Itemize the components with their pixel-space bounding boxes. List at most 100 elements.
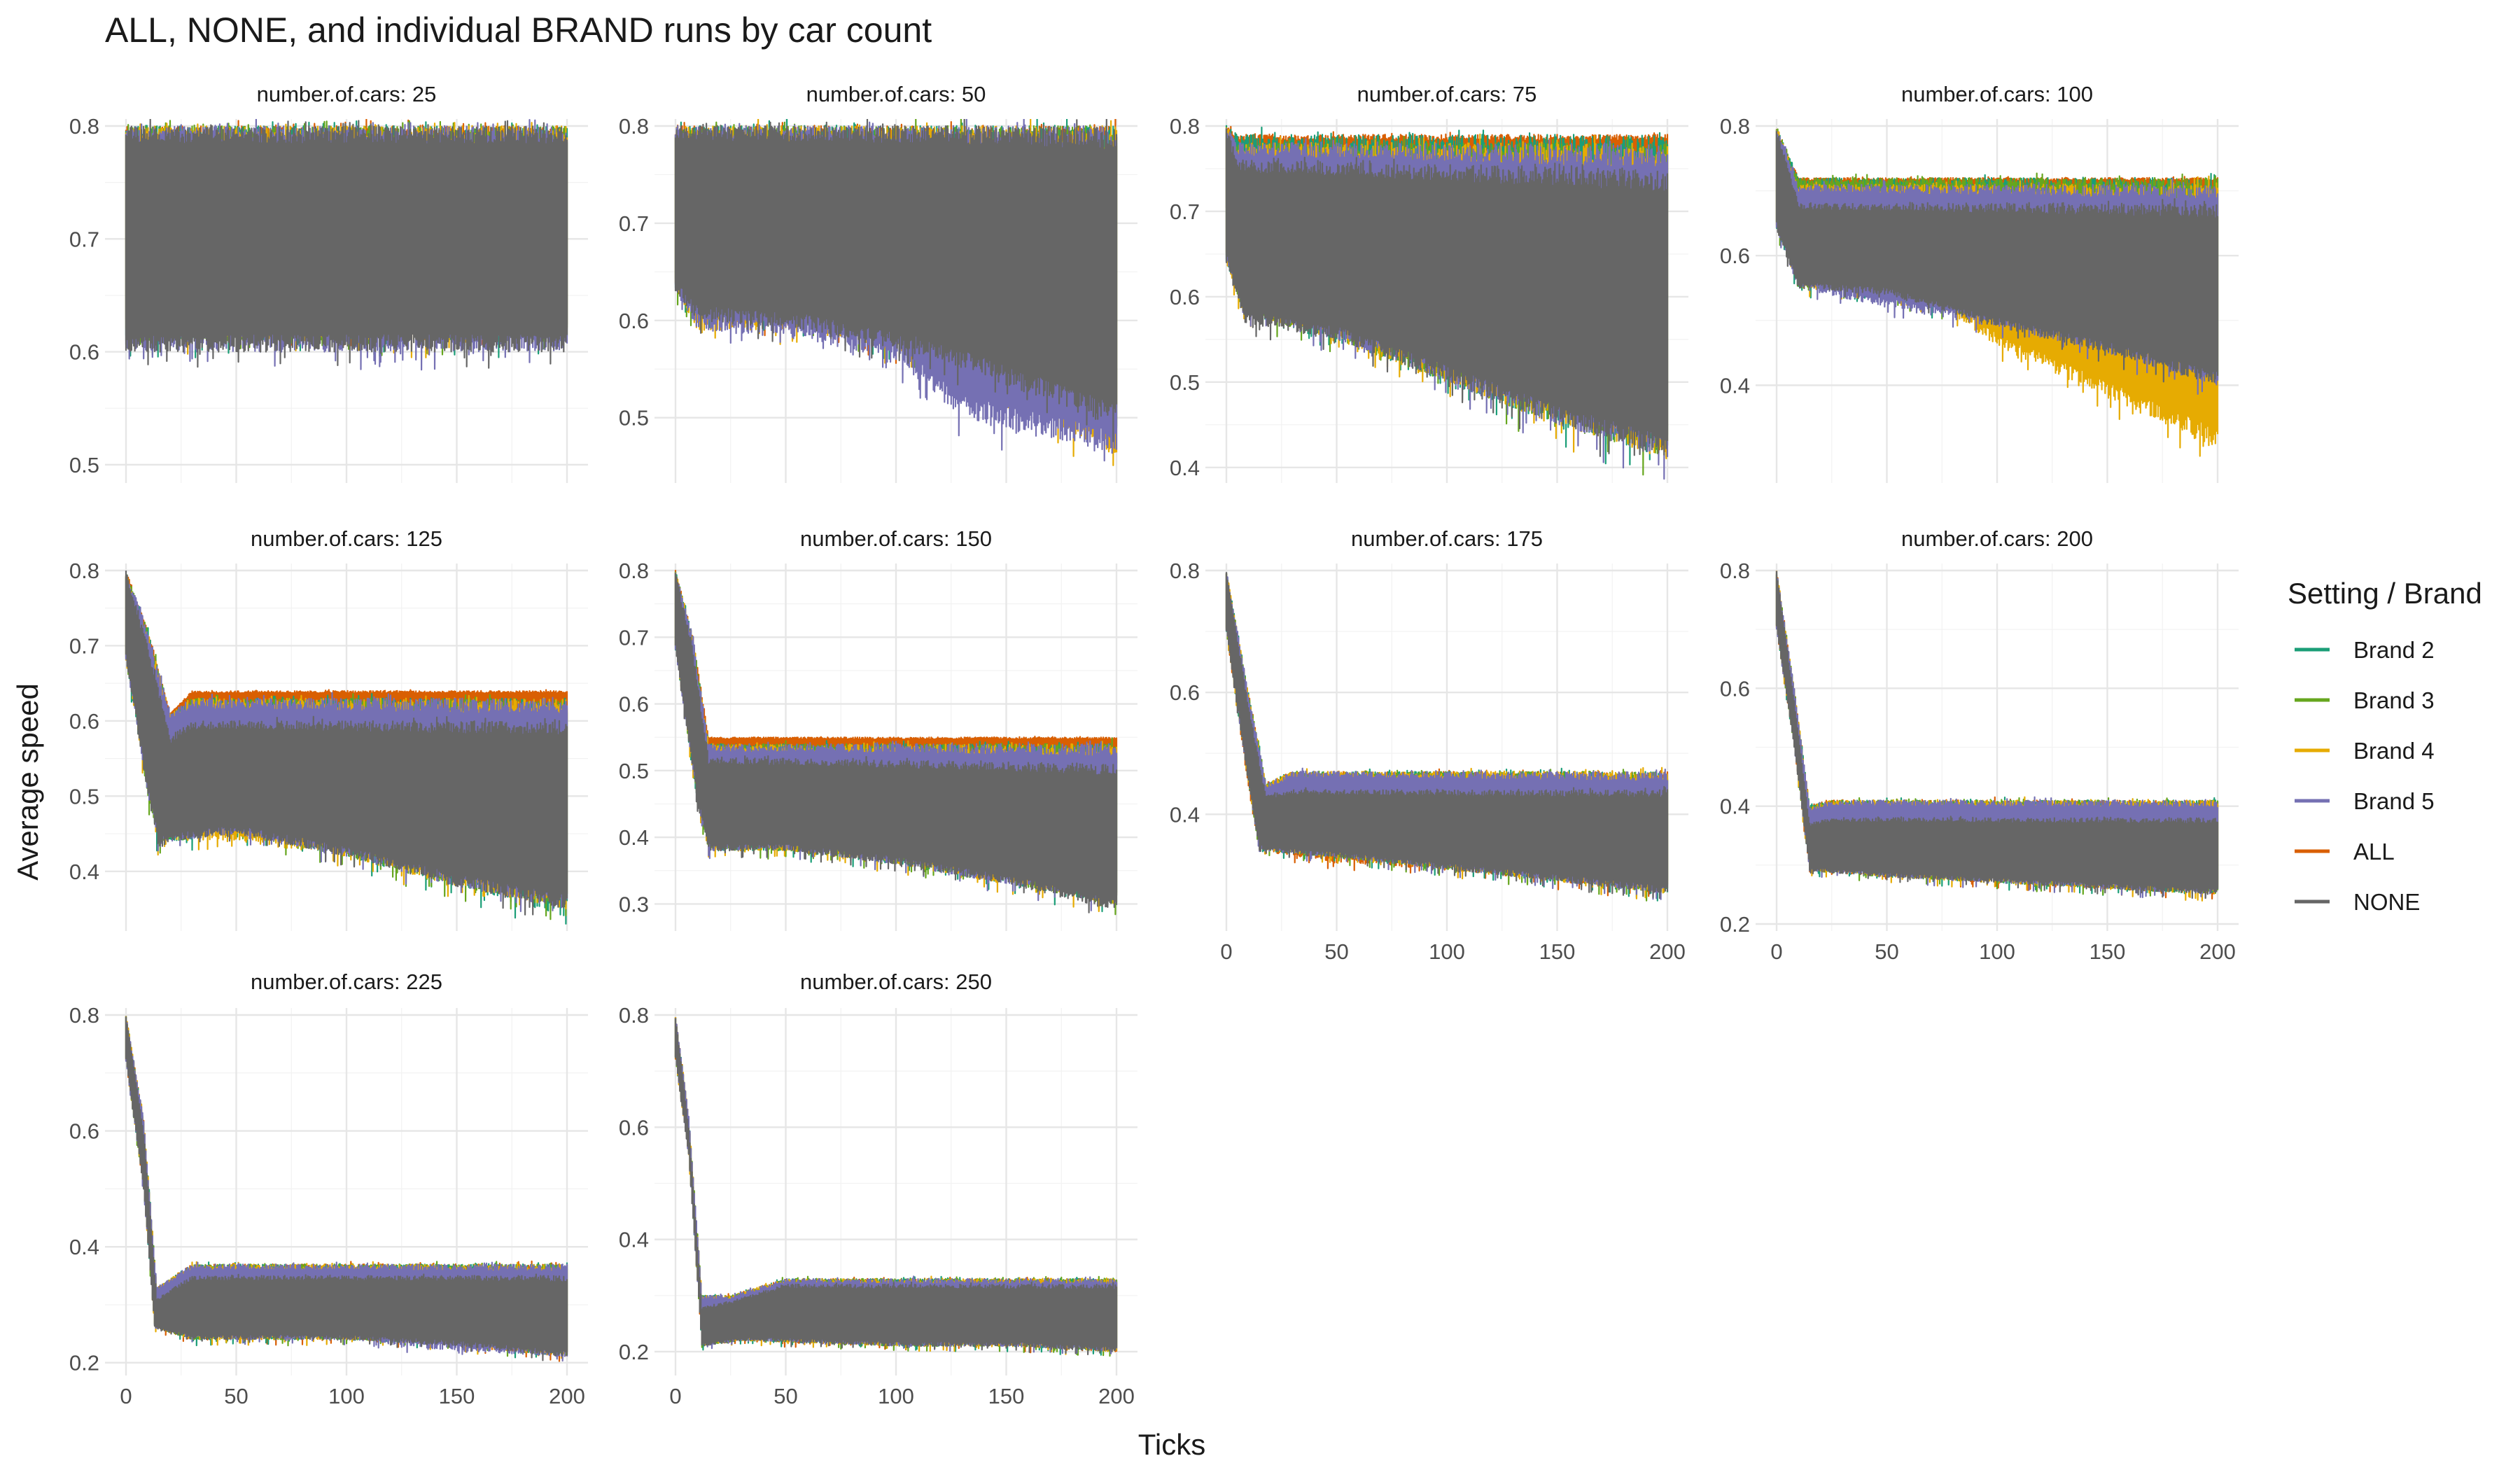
y-tick-label: 0.4 (69, 1235, 99, 1259)
facet-label: number.of.cars: 200 (1901, 526, 2093, 551)
legend-label: NONE (2353, 889, 2420, 915)
y-tick-label: 0.8 (69, 114, 99, 139)
series-line (674, 119, 1118, 442)
x-tick-label: 150 (1539, 939, 1576, 964)
y-axis-title: Average speed (11, 683, 44, 881)
x-tick-label: 0 (1220, 939, 1232, 964)
series-line (674, 573, 1118, 913)
x-tick-label: 0 (120, 1384, 132, 1408)
x-tick-label: 50 (1324, 939, 1348, 964)
legend-item: NONE (2295, 889, 2420, 915)
y-tick-label: 0.7 (69, 634, 99, 658)
y-tick-label: 0.8 (1720, 559, 1750, 583)
y-tick-label: 0.4 (69, 860, 99, 884)
series-group (674, 119, 1118, 466)
legend-label: ALL (2353, 839, 2395, 864)
legend-item: ALL (2295, 839, 2395, 864)
y-tick-label: 0.4 (1170, 802, 1200, 827)
y-tick-label: 0.7 (1170, 200, 1200, 224)
y-tick-label: 0.6 (69, 709, 99, 734)
legend-label: Brand 4 (2353, 738, 2435, 764)
series-group (125, 1016, 568, 1362)
y-tick-label: 0.8 (1720, 114, 1750, 139)
y-tick-label: 0.5 (1170, 370, 1200, 395)
x-axis-title: Ticks (1138, 1428, 1205, 1461)
y-tick-label: 0.6 (69, 1119, 99, 1144)
facet-label: number.of.cars: 175 (1351, 526, 1543, 551)
x-tick-label: 0 (1770, 939, 1782, 964)
y-tick-label: 0.8 (619, 114, 649, 139)
series-line (125, 570, 568, 916)
series-group (125, 570, 568, 925)
x-tick-label: 100 (1429, 939, 1465, 964)
series-group (125, 119, 568, 371)
series-group (1775, 128, 2219, 457)
y-tick-label: 0.6 (619, 692, 649, 717)
y-tick-label: 0.6 (619, 1115, 649, 1140)
y-tick-label: 0.6 (619, 309, 649, 333)
legend-item: Brand 3 (2295, 687, 2435, 713)
facet-label: number.of.cars: 100 (1901, 82, 2093, 106)
y-tick-label: 0.5 (69, 453, 99, 477)
y-tick-label: 0.8 (69, 1003, 99, 1028)
facet-label: number.of.cars: 250 (800, 969, 992, 994)
legend-label: Brand 3 (2353, 687, 2435, 713)
facet-panel: number.of.cars: 225 0.2 0.4 0.6 0.8 0 50 100 150… (69, 969, 588, 1408)
x-tick-label: 50 (224, 1384, 248, 1408)
x-tick-label: 150 (2090, 939, 2126, 964)
x-tick-label: 50 (1875, 939, 1898, 964)
facet-panel: number.of.cars: 250 0.2 0.4 0.6 0.8 0 50 100 150… (619, 969, 1138, 1408)
y-tick-label: 0.4 (1170, 456, 1200, 480)
series-group (674, 1017, 1118, 1357)
series-line (125, 1016, 568, 1362)
y-tick-label: 0.6 (1720, 244, 1750, 268)
legend-label: Brand 2 (2353, 637, 2435, 663)
y-tick-label: 0.2 (1720, 912, 1750, 937)
x-tick-label: 100 (1979, 939, 2015, 964)
y-tick-label: 0.8 (619, 1003, 649, 1028)
series-line (1225, 128, 1669, 457)
y-tick-label: 0.5 (69, 784, 99, 808)
y-tick-label: 0.4 (1720, 794, 1750, 819)
y-tick-label: 0.8 (619, 559, 649, 583)
y-tick-label: 0.7 (619, 625, 649, 650)
x-tick-label: 150 (439, 1384, 475, 1408)
facet-label: number.of.cars: 75 (1357, 82, 1537, 106)
facet-label: number.of.cars: 125 (251, 526, 442, 551)
x-tick-label: 200 (1649, 939, 1686, 964)
y-tick-label: 0.8 (69, 559, 99, 583)
y-tick-label: 0.3 (619, 892, 649, 916)
y-tick-label: 0.2 (69, 1351, 99, 1376)
facet-panel: number.of.cars: 50 0.5 0.6 0.7 0.8 (619, 82, 1138, 483)
legend-item: Brand 5 (2295, 788, 2435, 814)
series-line (674, 1018, 1118, 1355)
facet-label: number.of.cars: 150 (800, 526, 992, 551)
legend-title: Setting / Brand (2288, 577, 2482, 610)
legend-entries: Brand 2 Brand 3 Brand 4 Brand 5 ALL NONE (2295, 637, 2435, 915)
x-tick-label: 50 (774, 1384, 797, 1408)
facet-panel: number.of.cars: 100 0.4 0.6 0.8 (1720, 82, 2239, 483)
y-tick-label: 0.4 (1720, 373, 1750, 398)
facet-panel: number.of.cars: 125 0.4 0.5 0.6 0.7 0.8 (69, 526, 588, 931)
legend-item: Brand 2 (2295, 637, 2435, 663)
chart-title: ALL, NONE, and individual BRAND runs by … (105, 10, 932, 50)
y-tick-label: 0.5 (619, 759, 649, 783)
facet-panel: number.of.cars: 175 0.4 0.6 0.8 0 50 100 150 200 (1170, 526, 1688, 964)
series-line (1775, 131, 2219, 383)
x-tick-label: 150 (988, 1384, 1025, 1408)
x-tick-label: 100 (328, 1384, 365, 1408)
y-tick-label: 0.7 (69, 227, 99, 251)
x-tick-label: 200 (1098, 1384, 1135, 1408)
x-tick-label: 200 (2199, 939, 2236, 964)
y-tick-label: 0.5 (619, 406, 649, 430)
y-tick-label: 0.4 (619, 1228, 649, 1252)
facet-panels: number.of.cars: 250.50.60.70.8number.of.… (69, 82, 2239, 1408)
series-group (1775, 570, 2219, 902)
facet-panel: number.of.cars: 200 0.2 0.4 0.6 0.8 0 50 100 150… (1720, 526, 2239, 964)
facet-panel: number.of.cars: 25 0.5 0.6 0.7 0.8 (69, 82, 588, 483)
y-tick-label: 0.2 (619, 1340, 649, 1364)
series-group (1225, 572, 1669, 902)
facet-label: number.of.cars: 225 (251, 969, 442, 994)
x-tick-label: 0 (669, 1384, 681, 1408)
